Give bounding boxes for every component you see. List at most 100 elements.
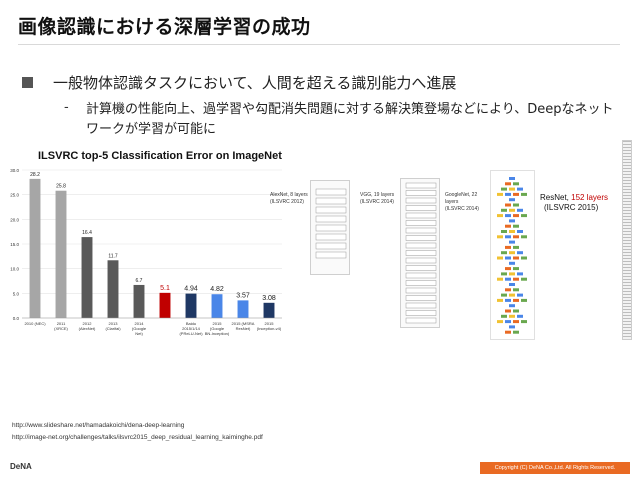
vgg-label: VGG, 19 layers (ILSVRC 2014) [360,192,395,205]
main-bullet: 一般物体認識タスクにおいて、人間を超える識別能力へ進展 [22,72,456,93]
googlenet-module [501,251,523,255]
x-tick-label: 2012 (AlexNet) [79,321,96,331]
googlenet-block [513,256,519,260]
vgg-layer-box [405,227,437,234]
bar [55,190,67,318]
y-tick-label: 15.0 [10,242,19,247]
googlenet-block [521,214,527,218]
googlenet-block [521,320,527,324]
googlenet-block [505,192,511,196]
googlenet-module [505,267,519,271]
vgg-layer-box [405,190,437,196]
googlenet-module [497,320,527,324]
resnet-layer-strip [622,140,632,340]
bar [263,302,275,318]
googlenet-block [513,245,519,249]
vgg-layer-box [405,197,437,204]
resnet-year: (ILSVRC 2015) [544,203,599,212]
googlenet-block [509,261,515,265]
googlenet-module [501,314,523,318]
googlenet-module [509,240,515,244]
resnet-label: ResNet, 152 layers (ILSVRC 2015) [540,193,608,213]
googlenet-block [517,272,523,276]
googlenet-block [513,203,519,207]
googlenet-block [509,219,515,223]
main-bullet-text: 一般物体認識タスクにおいて、人間を超える識別能力へ進展 [53,74,457,92]
googlenet-block [521,235,527,239]
vgg-layer-box [405,205,437,211]
googlenet-block [497,214,503,218]
bar-value-label: 4.82 [210,286,224,293]
googlenet-module [497,277,527,281]
googlenet-block [505,277,511,281]
bar-value-label: 4.94 [184,286,198,293]
googlenet-block [505,298,511,302]
reference-link-1[interactable]: http://www.slideshare.net/hamadakoichi/d… [12,422,185,429]
googlenet-block [513,298,519,302]
googlenet-block [505,320,511,324]
bar-value-label: 28.2 [30,172,40,178]
googlenet-module [497,214,527,218]
googlenet-module [505,288,519,292]
sub-bullet-dash: - [64,100,69,115]
googlenet-block [497,235,503,239]
googlenet-module [505,330,519,334]
googlenet-block [509,325,515,329]
googlenet-module [509,198,515,202]
googlenet-module [505,182,519,186]
x-tick-label: Baidu 2015/1/14 (PReLU-Net) [179,321,203,336]
googlenet-block [513,192,519,196]
error-rate-chart: 0.0 5.0 10.0 15.0 20.0 25.0 30.0 28.2 2010 (NEC)… [10,168,282,336]
y-tick-label: 5.0 [13,291,20,296]
googlenet-block [517,208,523,212]
chart-title: ILSVRC top-5 Classification Error on Ima… [38,150,282,162]
googlenet-block [501,230,507,233]
vgg-layer-box [405,265,437,271]
googlenet-module [509,261,515,265]
googlenet-module [509,304,515,308]
sub-bullet: - 計算機の性能向上、過学習や勾配消失問題に対する解決策登場などにより、Deep… [64,100,626,140]
googlenet-block [505,182,511,186]
googlenet-module [501,208,523,212]
bar-value-label: 16.4 [82,230,92,236]
bar [185,293,197,318]
googlenet-block [501,208,507,212]
title-divider [18,44,620,45]
googlenet-diagram [490,170,535,340]
x-tick-label: 2015 (Google BN-Inception) [205,321,230,336]
bar [237,300,249,318]
vgg-layer-box [405,302,437,309]
x-tick-label: 2015 (Inception-v4) [257,321,282,331]
reference-link-2[interactable]: http://image-net.org/challenges/talks/il… [12,434,263,441]
googlenet-block [513,214,519,218]
googlenet-block [497,256,503,260]
bar [159,292,171,318]
x-tick-label: 2010 (NEC) [24,321,46,326]
y-tick-label: 0.0 [13,316,20,321]
vgg-layer-box [405,250,437,256]
vgg-layer-box [405,257,437,264]
y-tick-label: 30.0 [10,168,19,173]
vgg-layer-box [405,272,437,279]
vgg-layers-icon [405,182,437,324]
alexnet-label: AlexNet, 8 layers (ILSVRC 2012) [270,192,308,205]
googlenet-block [505,214,511,218]
googlenet-block [521,256,527,260]
googlenet-module [509,325,515,329]
googlenet-block [509,240,515,244]
googlenet-module [501,230,523,233]
y-tick-label: 10.0 [10,267,19,272]
googlenet-label: GoogleNet, 22 layers (ILSVRC 2014) [445,192,479,212]
vgg-layer-box [405,317,437,324]
bar [81,237,93,318]
googlenet-block [497,192,503,196]
googlenet-block [513,309,519,313]
googlenet-module [501,272,523,276]
alexnet-layers-icon [315,188,347,259]
googlenet-module [501,293,523,297]
googlenet-block [505,267,511,271]
googlenet-block [513,224,519,228]
googlenet-module [509,219,515,223]
vgg-layer-box [405,220,437,226]
googlenet-block [501,272,507,276]
